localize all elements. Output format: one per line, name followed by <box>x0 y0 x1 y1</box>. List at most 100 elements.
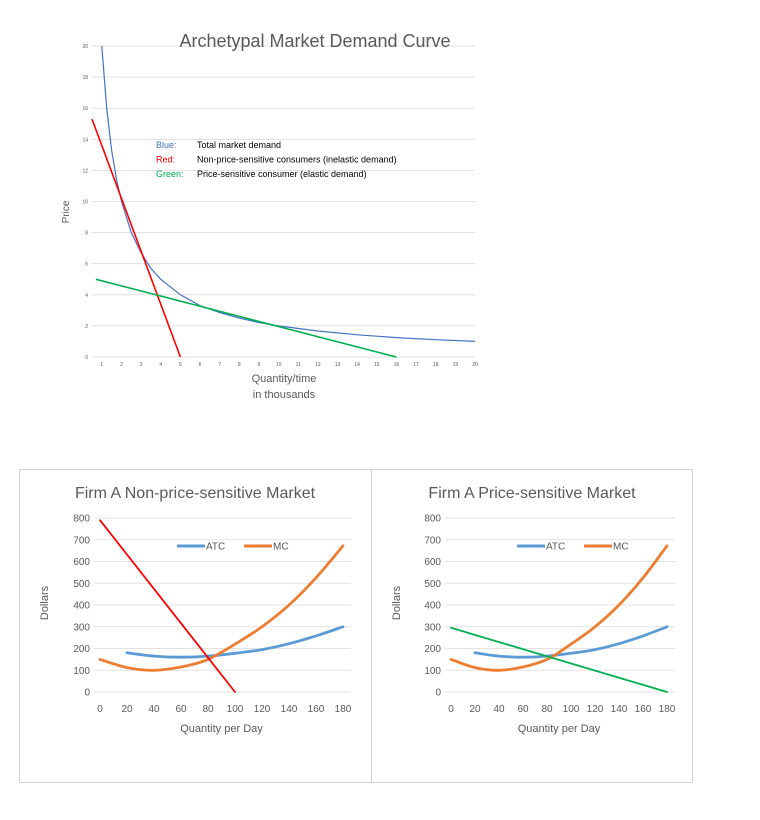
x-tick-label: 100 <box>563 704 580 715</box>
x-tick-label: 5 <box>179 362 182 368</box>
firm-a-non-price-sensitive-chart: 0 100 200 300 400 500 600 700 800 0 20 40 60 80 100 120… <box>39 485 352 735</box>
legend-label-mc: MC <box>613 542 629 553</box>
x-tick-label: 18 <box>433 362 439 368</box>
y-tick-label: 400 <box>424 601 441 612</box>
y-tick-label: 500 <box>73 579 90 590</box>
legend-label-atc: ATC <box>206 542 225 553</box>
x-tick-label: 180 <box>335 704 352 715</box>
y-tick-label: 16 <box>82 106 88 112</box>
y-tick-label: 0 <box>435 688 441 699</box>
chart-title: Firm A Non-price-sensitive Market <box>75 485 316 502</box>
chart-panel-non-price-sensitive: 0 100 200 300 400 500 600 700 800 0 20 40 60 80 100 120… <box>19 469 372 783</box>
x-tick-label: 3 <box>140 362 143 368</box>
x-tick-label: 40 <box>493 704 505 715</box>
x-tick-label: 40 <box>148 704 160 715</box>
series-line <box>95 278 397 358</box>
y-tick-label: 600 <box>424 557 441 568</box>
x-tick-label: 60 <box>175 704 187 715</box>
y-tick-label: 10 <box>82 200 88 206</box>
y-tick-label: 200 <box>424 644 441 655</box>
x-tick-label: 0 <box>448 704 454 715</box>
y-tick-label: 700 <box>73 535 90 546</box>
y-tick-label: 6 <box>85 262 88 268</box>
x-tick-label: 17 <box>413 362 419 368</box>
series-line <box>91 118 182 358</box>
y-tick-label: 14 <box>82 137 88 143</box>
x-tick-label: 15 <box>374 362 380 368</box>
x-tick-label: 20 <box>121 704 133 715</box>
x-tick-label: 4 <box>159 362 162 368</box>
y-axis-label: Price <box>61 200 72 223</box>
demand-line <box>450 626 668 693</box>
x-tick-label: 13 <box>335 362 341 368</box>
y-tick-label: 0 <box>84 688 90 699</box>
y-tick-label: 700 <box>424 535 441 546</box>
annotation-key: Green: <box>156 169 184 179</box>
y-tick-label: 800 <box>424 514 441 525</box>
x-tick-label: 11 <box>296 362 301 368</box>
x-tick-label: 14 <box>354 362 360 368</box>
y-tick-label: 2 <box>85 324 88 330</box>
demand-line <box>99 519 236 693</box>
x-tick-label: 6 <box>199 362 202 368</box>
y-tick-label: 600 <box>73 557 90 568</box>
chart-panel-price-sensitive: 0 100 200 300 400 500 600 700 800 0 20 40 60 80 100 120… <box>371 469 693 783</box>
atc-curve <box>125 625 345 659</box>
x-tick-label: 7 <box>218 362 221 368</box>
x-tick-label: 140 <box>611 704 628 715</box>
annotation-text: Price-sensitive consumer (elastic demand… <box>197 169 367 179</box>
annotation-text: Total market demand <box>197 140 281 150</box>
y-tick-label: 0 <box>85 355 88 361</box>
x-tick-label: 120 <box>254 704 271 715</box>
legend-label-atc: ATC <box>546 542 565 553</box>
chart-title: Archetypal Market Demand Curve <box>179 31 450 51</box>
y-tick-label: 18 <box>82 75 88 81</box>
x-tick-label: 16 <box>394 362 400 368</box>
annotation-text: Non-price-sensitive consumers (inelastic… <box>197 155 397 165</box>
x-tick-label: 8 <box>238 362 241 368</box>
chart-title: Firm A Price-sensitive Market <box>428 485 636 502</box>
x-tick-label: 60 <box>517 704 529 715</box>
y-axis-label: Dollars <box>39 585 51 620</box>
y-tick-label: 12 <box>82 168 88 174</box>
x-tick-label: 2 <box>120 362 123 368</box>
x-axis-label: Quantity per Day <box>180 723 263 735</box>
y-tick-label: 200 <box>73 644 90 655</box>
y-tick-label: 500 <box>424 579 441 590</box>
y-tick-label: 8 <box>85 231 88 237</box>
y-tick-label: 400 <box>73 601 90 612</box>
x-tick-label: 140 <box>281 704 298 715</box>
atc-curve <box>473 625 669 659</box>
y-axis-label: Dollars <box>391 585 403 620</box>
firm-a-price-sensitive-chart: 0 100 200 300 400 500 600 700 800 0 20 40 60 80 100 120… <box>391 485 676 735</box>
x-tick-label: 160 <box>308 704 325 715</box>
y-tick-label: 300 <box>424 622 441 633</box>
y-tick-label: 100 <box>424 666 441 677</box>
x-tick-label: 19 <box>453 362 459 368</box>
x-tick-label: 1 <box>100 362 103 368</box>
y-tick-label: 800 <box>73 514 90 525</box>
x-tick-label: 80 <box>541 704 553 715</box>
x-tick-label: 20 <box>469 704 481 715</box>
annotation-key: Blue: <box>156 140 177 150</box>
x-tick-label: 0 <box>97 704 103 715</box>
x-tick-label: 80 <box>202 704 214 715</box>
series-line <box>101 45 476 342</box>
x-tick-label: 120 <box>587 704 604 715</box>
x-tick-label: 12 <box>315 362 321 368</box>
mc-curve <box>449 544 669 672</box>
x-tick-label: 10 <box>276 362 282 368</box>
annotation-key: Red: <box>156 155 175 165</box>
x-tick-label: 160 <box>635 704 652 715</box>
x-axis-label-line-2: in thousands <box>253 389 316 401</box>
x-tick-label: 100 <box>227 704 244 715</box>
x-tick-label: 9 <box>258 362 261 368</box>
legend-label-mc: MC <box>273 542 289 553</box>
x-axis-label: Quantity per Day <box>518 723 601 735</box>
x-tick-label: 180 <box>659 704 676 715</box>
mc-curve <box>98 544 345 672</box>
y-tick-label: 4 <box>85 293 88 299</box>
x-axis-label-line-1: Quantity/time <box>252 373 317 385</box>
y-tick-label: 300 <box>73 622 90 633</box>
x-tick-label: 20 <box>472 362 478 368</box>
